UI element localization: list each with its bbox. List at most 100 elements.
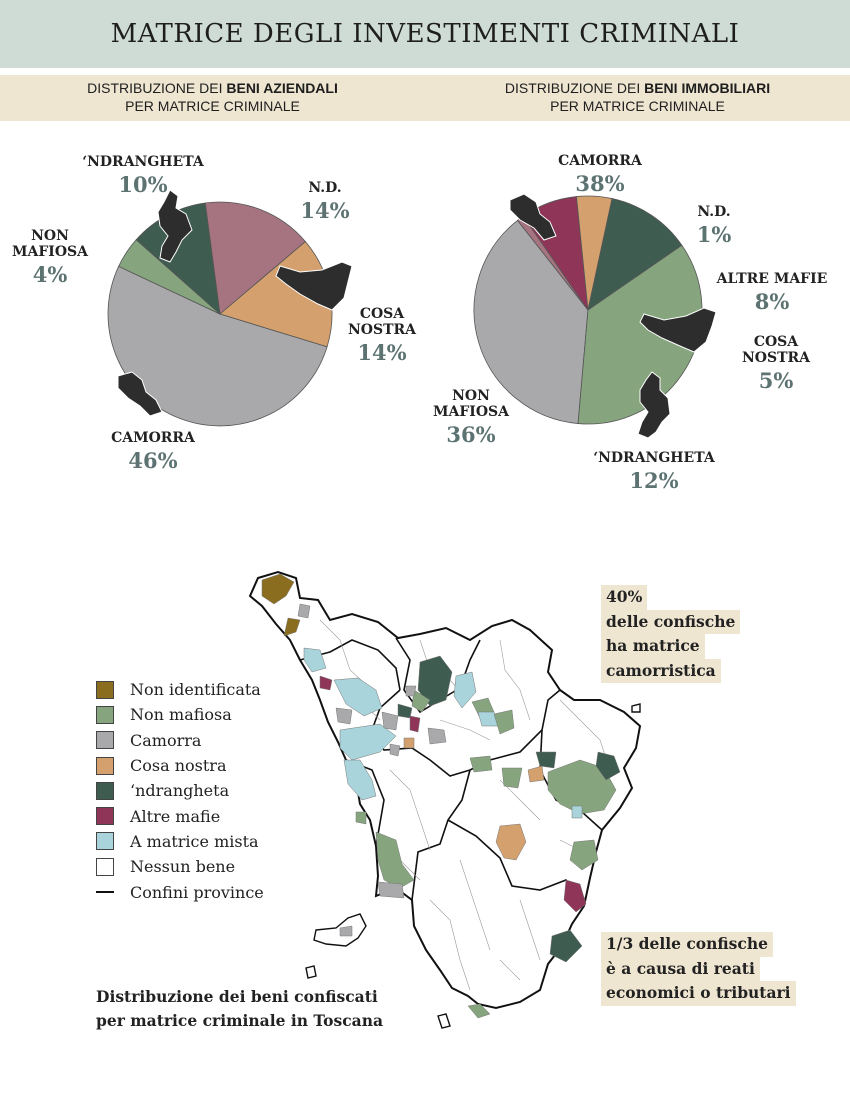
pie-percent-non-mafiosa: 4% xyxy=(33,262,68,287)
legend-label: Confini province xyxy=(130,882,264,902)
area-ndrangheta xyxy=(535,751,557,769)
area-mista xyxy=(339,723,397,761)
note-line: 1/3 delle confische xyxy=(601,932,773,957)
pie-slice-n-d xyxy=(204,201,307,315)
pie-percent-cosa-nostra: 14% xyxy=(357,340,406,365)
right-subtitle-bold: BENI IMMOBILIARI xyxy=(644,80,771,96)
sicily-silhouette-right xyxy=(639,307,717,353)
pie-label-camorra: CAMORRA xyxy=(558,153,643,169)
calabria-silhouette-left xyxy=(157,189,193,263)
legend-item-camorra: Camorra xyxy=(96,728,264,753)
campania-silhouette-left xyxy=(117,371,163,417)
pie-label-cosa-nostra: COSA xyxy=(360,306,405,322)
note-line: economici o tributari xyxy=(601,981,796,1006)
pie-percent-n-d: 14% xyxy=(300,198,349,223)
pie-label-cosa-nostra: NOSTRA xyxy=(348,322,417,338)
area-non-mafiosa xyxy=(411,689,431,713)
area-camorra xyxy=(381,711,399,731)
area-ndrangheta xyxy=(417,655,453,707)
legend-item-non-mafiosa: Non mafiosa xyxy=(96,702,264,727)
pie-slice-camorra xyxy=(473,219,589,425)
pie-percent-n-d: 1% xyxy=(697,222,732,247)
note-line: delle confische xyxy=(601,609,741,634)
legend-swatch xyxy=(96,756,114,775)
note-line: camorristica xyxy=(601,658,721,683)
legend-swatch xyxy=(96,781,114,800)
area-camorra xyxy=(405,685,417,697)
area-mista xyxy=(303,647,327,673)
page-title: MATRICE DEGLI INVESTIMENTI CRIMINALI xyxy=(110,19,740,49)
campania-silhouette-right xyxy=(509,193,557,241)
legend-item-ndrangheta: ‘ndrangheta xyxy=(96,778,264,803)
area-camorra xyxy=(389,743,401,757)
legend-label: Cosa nostra xyxy=(130,756,227,776)
area-non-mafiosa xyxy=(569,839,599,871)
note-line: 40% xyxy=(601,585,648,610)
area-mista xyxy=(571,805,583,819)
pie-percent-altre-mafie: 8% xyxy=(755,289,790,314)
left-chart-subtitle: DISTRIBUZIONE DEI BENI AZIENDALI PER MAT… xyxy=(0,79,425,115)
legend-item-confini-province: Confini province xyxy=(96,879,264,904)
area-non-mafiosa xyxy=(469,755,493,773)
legend-item-cosa-nostra: Cosa nostra xyxy=(96,753,264,778)
pie-label-n-d: N.D. xyxy=(697,204,730,220)
pie-label-non-mafiosa: MAFIOSA xyxy=(12,244,89,260)
note-line: è a causa di reati xyxy=(601,956,760,981)
pie-percent-ndrangheta: 12% xyxy=(629,468,678,493)
pie-label-ndrangheta: ‘NDRANGHETA xyxy=(593,450,716,466)
calabria-silhouette-right xyxy=(637,371,671,439)
right-chart-subtitle: DISTRIBUZIONE DEI BENI IMMOBILIARI PER M… xyxy=(425,79,850,115)
legend-item-altre-mafie: Altre mafie xyxy=(96,803,264,828)
area-cosa-nostra xyxy=(527,765,545,783)
legend-swatch xyxy=(96,891,114,894)
pie-label-non-mafiosa: NON xyxy=(452,388,490,404)
legend-item-non-identificata: Non identificata xyxy=(96,677,264,702)
area-altre-mafie xyxy=(409,715,421,733)
pie-label-altre-mafie: ALTRE MAFIE xyxy=(716,271,828,287)
left-subtitle-bold: BENI AZIENDALI xyxy=(226,80,338,96)
left-subtitle-line2: PER MATRICE CRIMINALE xyxy=(125,98,300,114)
legend-swatch xyxy=(96,680,114,699)
pie-label-cosa-nostra: NOSTRA xyxy=(742,350,811,366)
pie-label-camorra: CAMORRA xyxy=(111,430,196,446)
pie-label-ndrangheta: ‘NDRANGHETA xyxy=(82,154,205,170)
pie-percent-camorra: 46% xyxy=(128,448,177,473)
area-non-mafiosa xyxy=(547,759,617,815)
right-subtitle-line2: PER MATRICE CRIMINALE xyxy=(550,98,725,114)
area-camorra xyxy=(297,603,311,619)
pie-label-cosa-nostra: COSA xyxy=(754,334,799,350)
note-economic-crimes: 1/3 delle confische è a causa di reati e… xyxy=(601,932,796,1006)
note-line: ha matrice xyxy=(601,634,705,659)
pie-percent-ndrangheta: 10% xyxy=(118,172,167,197)
province-border xyxy=(411,769,471,901)
area-non-mafiosa xyxy=(493,709,515,735)
pie-slice-camorra xyxy=(107,265,328,427)
legend-label: Nessun bene xyxy=(130,857,236,877)
legend-item-nessun-bene: Nessun bene xyxy=(96,854,264,879)
pie-slice-ndrangheta xyxy=(587,198,683,311)
subtitle-bar: DISTRIBUZIONE DEI BENI AZIENDALI PER MAT… xyxy=(0,75,850,121)
pie-percent-non-mafiosa: 36% xyxy=(446,422,495,447)
map-caption-line: per matrice criminale in Toscana xyxy=(96,1011,384,1030)
pie-label-non-mafiosa: MAFIOSA xyxy=(433,404,510,420)
province-border xyxy=(299,639,401,691)
area-ndrangheta xyxy=(595,751,621,781)
area-mista xyxy=(453,671,477,709)
area-camorra xyxy=(427,727,447,745)
area-non-identificata xyxy=(283,617,301,637)
area-non-identificata xyxy=(261,573,295,605)
municipality-boundary xyxy=(389,769,541,991)
area-altre-mafie xyxy=(319,675,333,691)
area-altre-mafie xyxy=(563,879,587,913)
island xyxy=(631,703,641,713)
area-mista xyxy=(333,677,383,717)
legend-label: Altre mafie xyxy=(130,806,221,826)
pie-label-n-d: N.D. xyxy=(308,180,341,196)
area-camorra xyxy=(335,707,353,725)
pie-label-non-mafiosa: NON xyxy=(31,228,69,244)
map-caption: Distribuzione dei beni confiscati per ma… xyxy=(96,985,383,1033)
area-non-mafiosa xyxy=(467,1003,491,1019)
